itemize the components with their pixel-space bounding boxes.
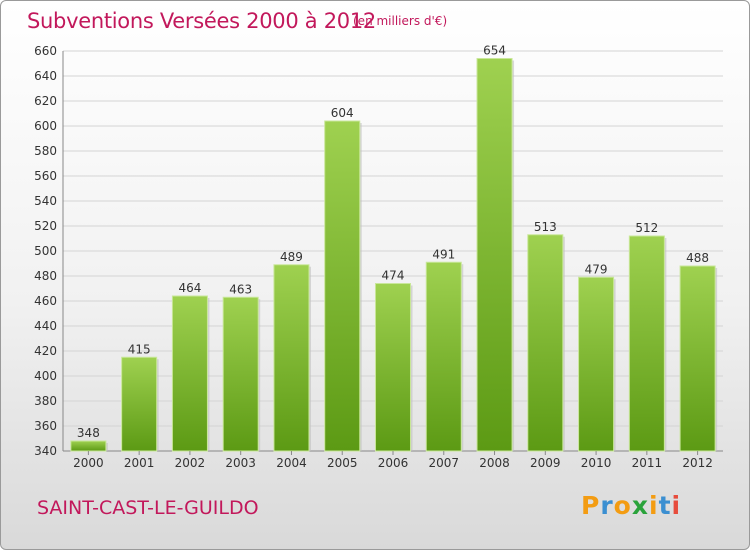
- logo-letter: i: [649, 491, 659, 520]
- chart-title: Subventions Versées 2000 à 2012: [27, 9, 376, 33]
- bar-value-label: 415: [128, 342, 151, 356]
- bar-2001: [121, 356, 158, 452]
- y-tick-label: 420: [34, 344, 57, 358]
- logo-letter: i: [671, 491, 682, 520]
- bar-value-label: 512: [635, 221, 658, 235]
- x-tick-label: 2004: [276, 456, 307, 470]
- x-tick-label: 2007: [428, 456, 459, 470]
- y-tick-label: 520: [34, 219, 57, 233]
- bar-value-label: 464: [178, 281, 201, 295]
- logo-letter: x: [631, 491, 649, 520]
- bar-2012: [679, 265, 716, 452]
- bar-value-label: 491: [432, 247, 455, 261]
- y-tick-label: 440: [34, 319, 57, 333]
- y-tick-label: 400: [34, 369, 57, 383]
- bar-value-label: 489: [280, 250, 303, 264]
- x-tick-label: 2005: [327, 456, 358, 470]
- x-tick-label: 2011: [632, 456, 663, 470]
- y-tick-label: 560: [34, 169, 57, 183]
- x-tick-label: 2006: [378, 456, 409, 470]
- y-tick-label: 600: [34, 119, 57, 133]
- bar-2009: [527, 234, 564, 452]
- bar-2008: [476, 58, 513, 452]
- bar-value-label: 513: [534, 220, 557, 234]
- bar-2000: [70, 440, 107, 452]
- y-tick-label: 340: [34, 444, 57, 458]
- bar-2005: [324, 120, 361, 452]
- x-tick-label: 2010: [581, 456, 612, 470]
- bar-2006: [374, 283, 412, 452]
- y-tick-label: 460: [34, 294, 57, 308]
- bar-value-label: 488: [686, 251, 709, 265]
- chart-subtitle: (en milliers d'€): [353, 14, 448, 28]
- bar-value-label: 654: [483, 44, 506, 58]
- x-tick-label: 2009: [530, 456, 561, 470]
- proxiti-logo[interactable]: Proxiti: [581, 491, 681, 520]
- bar-2010: [578, 276, 615, 452]
- x-tick-label: 2001: [124, 456, 155, 470]
- logo-letter: r: [600, 491, 614, 520]
- x-tick-label: 2012: [682, 456, 713, 470]
- y-tick-label: 360: [34, 419, 57, 433]
- logo-letter: t: [658, 491, 672, 520]
- logo-letter: o: [613, 491, 632, 520]
- y-tick-label: 640: [34, 69, 57, 83]
- x-tick-label: 2003: [225, 456, 256, 470]
- y-tick-label: 540: [34, 194, 57, 208]
- y-axis-ticks: 340 360 380 400 420 440 460 480 500 520 540 560 580 6…: [34, 44, 57, 458]
- bars: 348 415 464 463 489 604 474 491 654 513 479 512 488: [70, 44, 718, 452]
- bar-2003: [222, 296, 259, 452]
- bar-value-label: 474: [382, 269, 405, 283]
- y-tick-label: 620: [34, 94, 57, 108]
- commune-name: SAINT-CAST-LE-GUILDO: [37, 497, 259, 519]
- y-tick-label: 580: [34, 144, 57, 158]
- bar-2002: [171, 295, 208, 452]
- bar-value-label: 479: [585, 262, 608, 276]
- logo-letter: P: [581, 491, 601, 520]
- bar-value-label: 604: [331, 106, 354, 120]
- bar-2011: [628, 235, 665, 452]
- x-tick-label: 2008: [479, 456, 510, 470]
- bar-2004: [273, 264, 310, 452]
- y-tick-label: 660: [34, 44, 57, 58]
- bar-2007: [425, 261, 462, 452]
- y-tick-label: 380: [34, 394, 57, 408]
- bar-value-label: 463: [229, 282, 252, 296]
- y-tick-label: 480: [34, 269, 57, 283]
- x-tick-label: 2000: [73, 456, 104, 470]
- x-axis-ticks: 2000 2001 2002 2003 2004 2005 2006 2007 2008 2009…: [73, 451, 713, 470]
- bar-value-label: 348: [77, 426, 100, 440]
- y-tick-label: 500: [34, 244, 57, 258]
- x-tick-label: 2002: [175, 456, 206, 470]
